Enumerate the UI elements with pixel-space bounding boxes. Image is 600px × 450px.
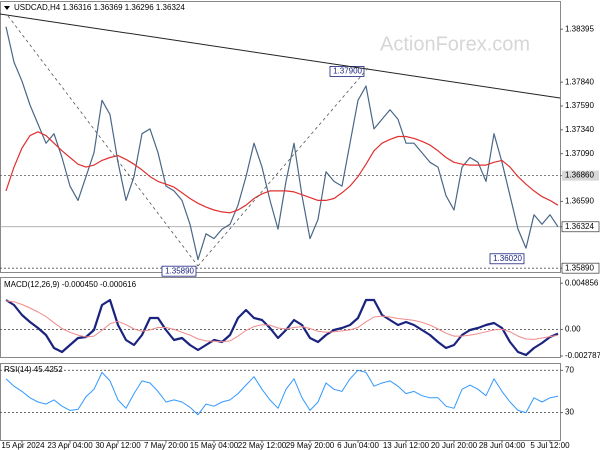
y-tick-label: 0.004856 [565, 278, 599, 287]
y-tick-label: -0.002787 [565, 351, 600, 360]
x-tick-label: 23 Apr 04:00 [47, 441, 93, 450]
y-tick-label: 1.37590 [565, 101, 594, 110]
y-tick-label: 1.38395 [565, 24, 594, 33]
annotation-box [161, 265, 197, 277]
series-line [5, 300, 559, 343]
x-tick-label: 15 May 04:00 [190, 441, 239, 450]
x-tick-label: 5 Jul 12:00 [530, 441, 570, 450]
y-tick-label: 70 [565, 365, 574, 374]
x-tick-label: 20 Jun 20:00 [431, 441, 478, 450]
y-tick-label: 1.35890 [565, 263, 594, 272]
series-line [5, 26, 559, 261]
x-tick-label: 15 Apr 2024 [1, 441, 45, 450]
annotation-label: 1.36020 [493, 254, 522, 263]
y-tick-label: 30 [565, 408, 574, 417]
x-tick-label: 13 Jun 12:00 [383, 441, 430, 450]
y-tick-label: 1.36324 [565, 222, 594, 231]
tick-highlight [561, 221, 600, 233]
y-tick-label: 1.36590 [565, 197, 594, 206]
series-line [5, 298, 559, 357]
series-line [5, 369, 559, 416]
y-tick-label: 0.00 [565, 325, 581, 334]
annotation-box [489, 253, 525, 265]
y-tick-label: 1.37340 [565, 125, 594, 134]
y-tick-label: 1.37840 [565, 77, 594, 86]
x-tick-label: 28 Jun 04:00 [479, 441, 526, 450]
plot-layer: 1.38395 1.37840 1.37590 1.37340 1.37090 1.368… [0, 24, 600, 450]
trendline-dashed [197, 67, 369, 267]
symbol-menu-marker [4, 6, 10, 10]
rsi-title: RSI(14) 45.4252 [4, 365, 63, 374]
annotation-label: 1.35890 [165, 266, 194, 275]
x-tick-label: 29 May 20:00 [286, 441, 335, 450]
annotation-label: 1.37900 [333, 67, 362, 76]
x-tick-label: 7 May 20:00 [144, 441, 189, 450]
tick-highlight [561, 262, 600, 274]
series-line [5, 131, 559, 214]
x-tick-label: 22 May 12:00 [238, 441, 287, 450]
watermark: ActionForex.com [380, 33, 530, 55]
chart-title: USDCAD,H4 1.36316 1.36369 1.36296 1.3632… [14, 3, 185, 12]
macd-title: MACD(12,26,9) -0.000450 -0.000616 [4, 280, 137, 289]
tick-highlight [562, 170, 599, 181]
x-tick-label: 30 Apr 12:00 [95, 441, 141, 450]
y-tick-label: 1.37090 [565, 149, 594, 158]
trendline-dashed [7, 15, 199, 267]
y-tick-label: 1.36860 [565, 171, 594, 180]
trendline [0, 13, 561, 99]
x-tick-label: 6 Jun 04:00 [337, 441, 379, 450]
price-panel-frame [0, 1, 561, 273]
rsi-panel-frame [0, 363, 561, 441]
macd-panel-frame [0, 277, 561, 358]
